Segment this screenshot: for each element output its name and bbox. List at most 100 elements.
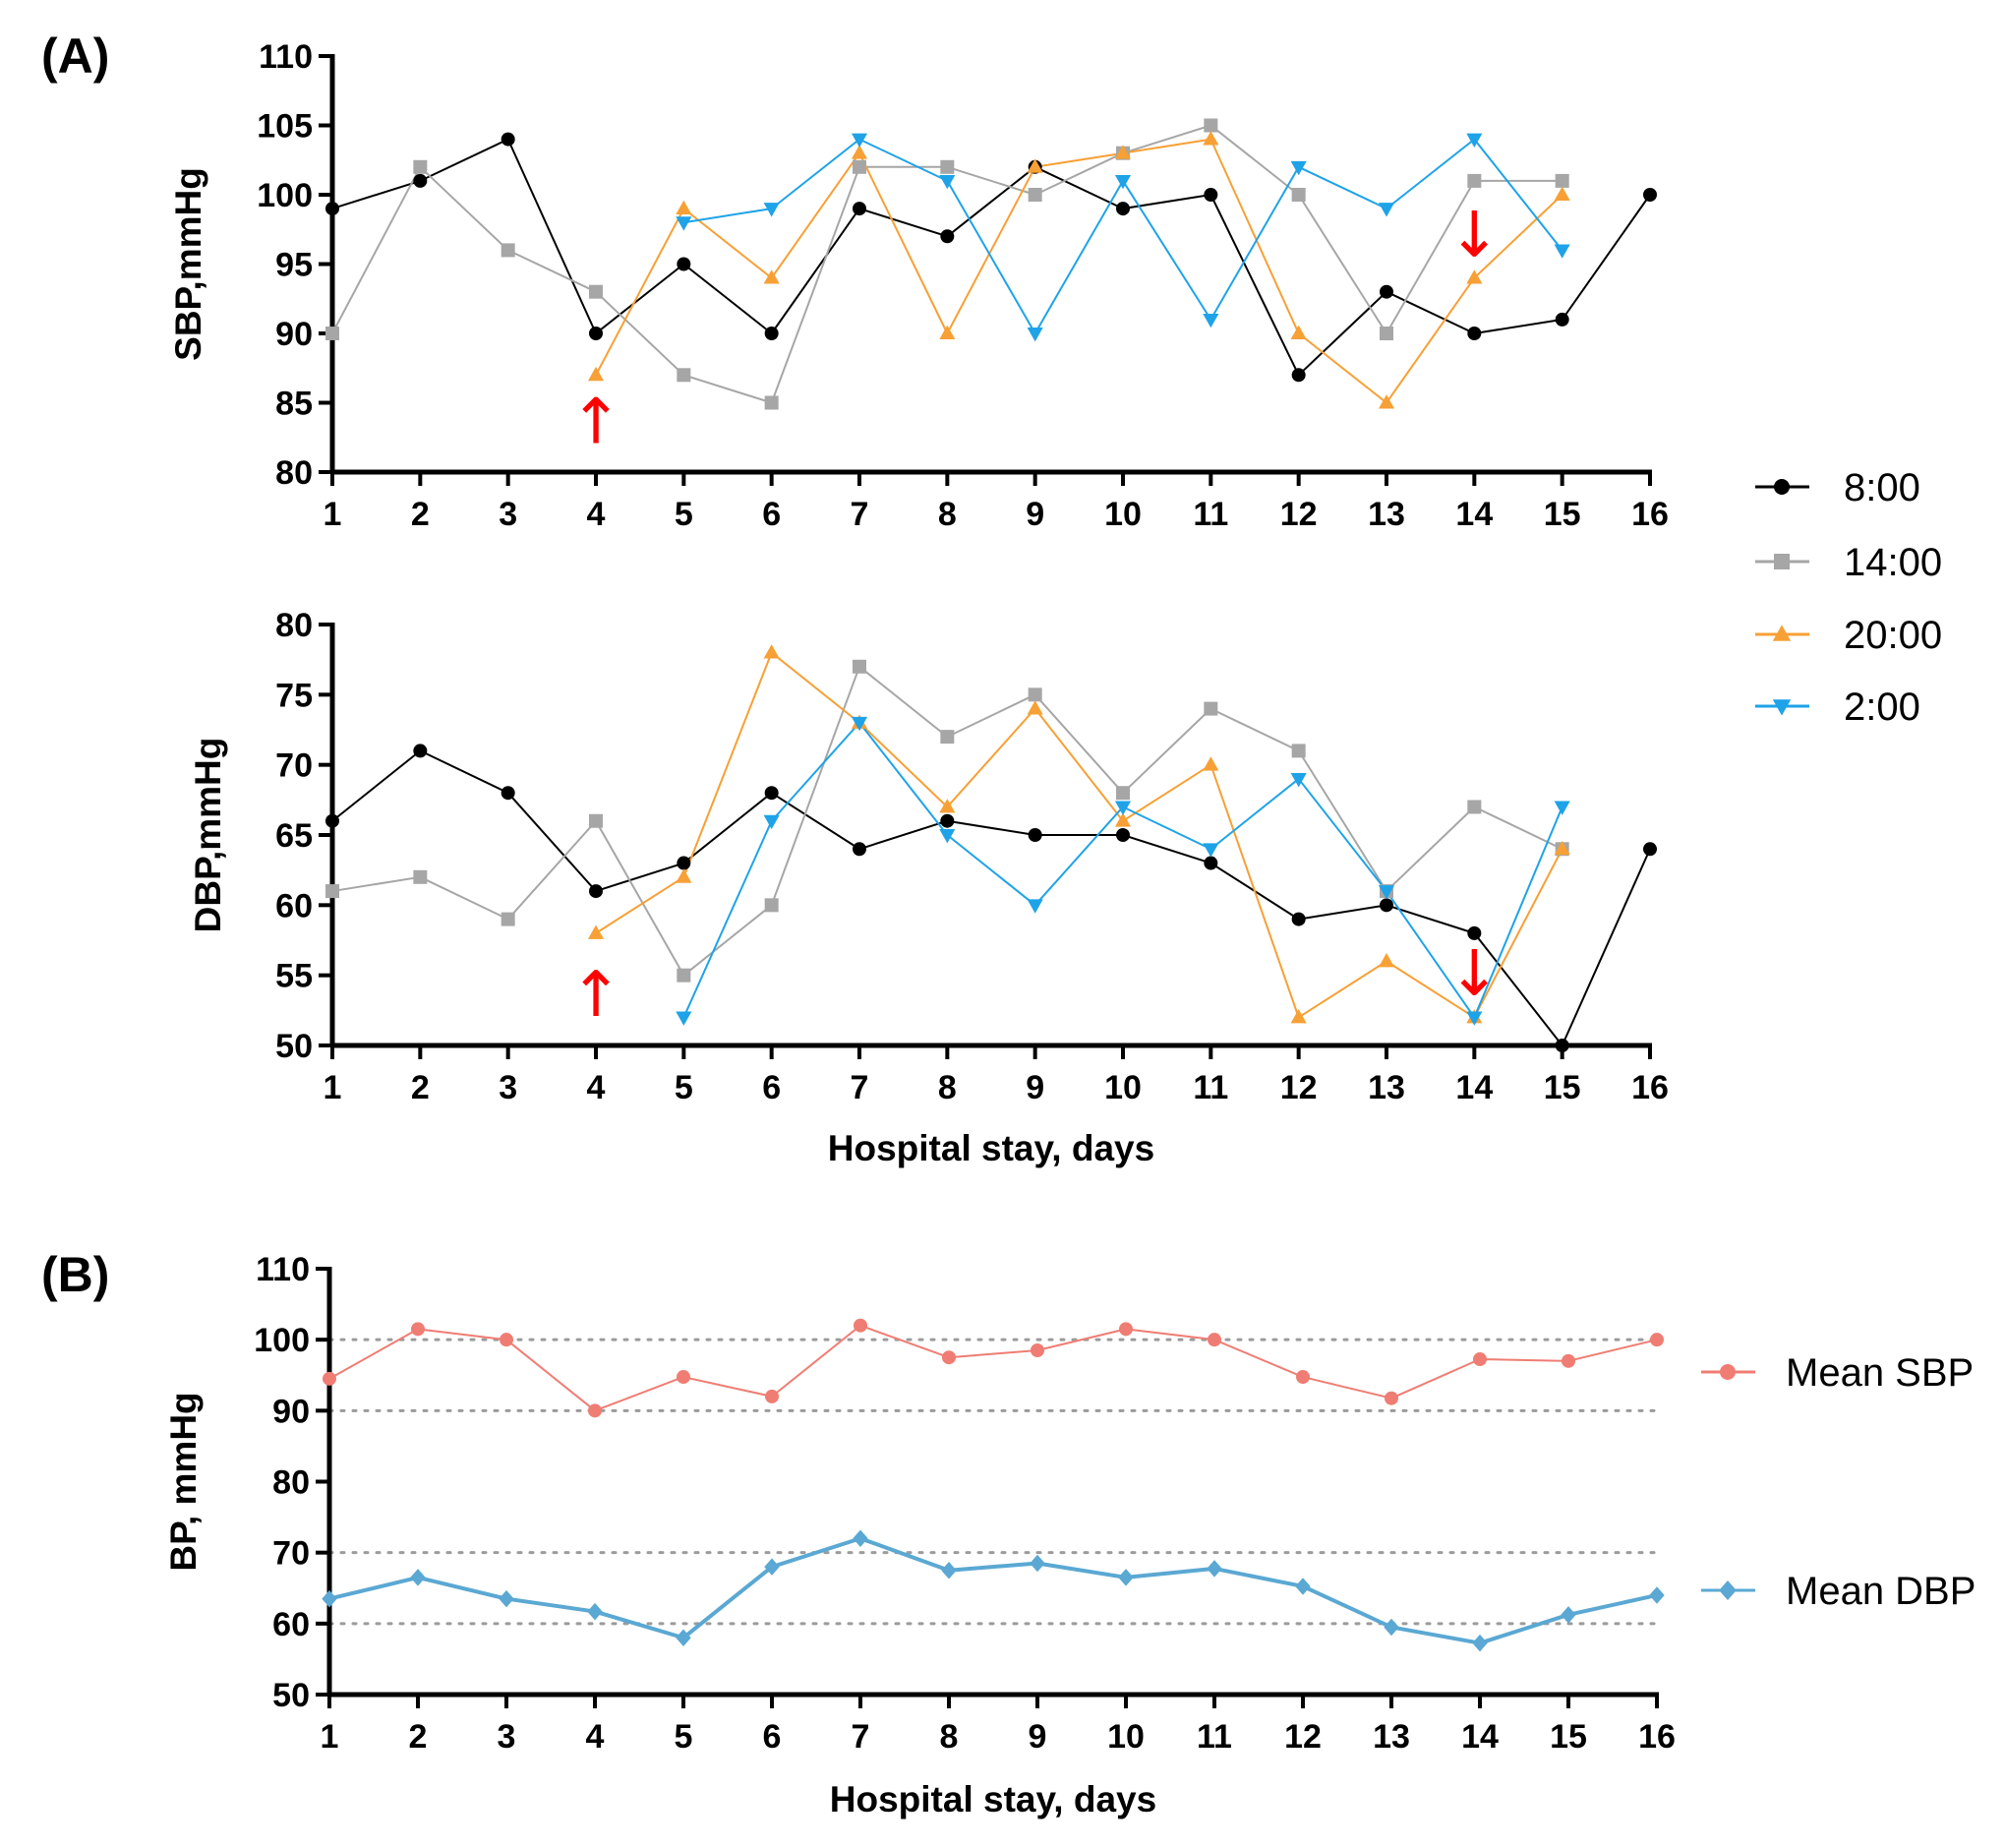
legend-a-label-1: 14:00 — [1844, 541, 1942, 584]
mean-series-0-point-7 — [942, 1350, 956, 1365]
dbp-series-2-point-11 — [1290, 1009, 1307, 1024]
legend-a-item-2: 20:00 — [1755, 614, 1942, 657]
sbp-series-2-point-4 — [676, 200, 692, 215]
legend-a-label-0: 8:00 — [1844, 466, 1920, 509]
dbp-series-3-point-13 — [1466, 1011, 1483, 1026]
legend-a: 8:00 14:00 20:00 2:00 — [1755, 466, 1942, 729]
legend-b-symbol — [1720, 1364, 1736, 1380]
dbp-series-3-point-4 — [676, 1011, 692, 1026]
dbp-series-3-point-12 — [1378, 885, 1395, 900]
sbp-x-tick-label-4: 5 — [675, 496, 693, 533]
dbp-y-tick-label-3: 65 — [275, 817, 313, 855]
mean-series-0-point-10 — [1208, 1333, 1221, 1347]
dbp-x-tick-label-10: 11 — [1193, 1069, 1228, 1106]
sbp-series-0-point-15 — [1643, 188, 1657, 202]
mean-x-tick-label-11: 12 — [1284, 1718, 1322, 1756]
sbp-series-1-point-12 — [1380, 327, 1393, 340]
sbp-y-tick-label-4: 100 — [257, 177, 313, 214]
legend-b-label-1: Mean DBP — [1786, 1570, 1976, 1613]
sbp-series-3-line-0 — [683, 138, 1563, 334]
mean-series-1-point-3 — [587, 1602, 603, 1621]
dbp-series-3-point-8 — [1027, 899, 1043, 914]
legend-a-symbol — [1774, 554, 1790, 569]
sbp-series-3-point-4 — [676, 216, 692, 231]
dbp-series-3-point-9 — [1114, 801, 1132, 815]
sbp-series-0-point-6 — [853, 202, 866, 216]
sbp-series-0-point-3 — [589, 327, 603, 340]
mean-series-0-point-11 — [1296, 1370, 1310, 1385]
sbp-series-2-point-11 — [1290, 325, 1307, 339]
sbp-series-1-point-4 — [677, 368, 691, 383]
sbp-series-1-point-1 — [413, 159, 428, 174]
sbp-series-2-point-7 — [939, 325, 956, 339]
mean-series-1-line-0 — [328, 1536, 1658, 1645]
dbp-x-tick-label-8: 9 — [1026, 1069, 1044, 1106]
mean-series-0-point-15 — [1650, 1333, 1664, 1347]
sbp-series-0-point-13 — [1467, 327, 1482, 340]
legend-b-item-0: Mean SBP — [1701, 1351, 1974, 1395]
sbp-x-tick-label-0: 1 — [324, 496, 342, 533]
sbp-series-3-point-6 — [851, 133, 868, 148]
legend-a-symbol — [1772, 625, 1792, 641]
sbp-series-1-point-3 — [589, 284, 603, 299]
sbp-series-2-line-0 — [595, 138, 1563, 404]
dbp-series-0-point-10 — [1204, 856, 1218, 870]
dbp-x-tick-label-2: 3 — [499, 1069, 517, 1106]
sbp-y-tick-label-0: 80 — [275, 454, 313, 492]
sbp-x-tick-label-5: 6 — [762, 496, 781, 533]
dbp-x-axis-title: Hospital stay, days — [828, 1128, 1154, 1168]
mean-y-tick-label-3: 80 — [272, 1464, 310, 1502]
sbp-series-2-point-8 — [1027, 158, 1043, 173]
sbp-x-tick-label-3: 4 — [587, 496, 606, 533]
mean-series-1-point-1 — [410, 1569, 426, 1586]
dbp-series-1-point-2 — [501, 912, 515, 926]
dbp-series-3-point-11 — [1290, 772, 1307, 788]
sbp-series-2-point-12 — [1378, 394, 1395, 409]
sbp-series-1-point-11 — [1291, 188, 1306, 202]
mean-series-1-point-6 — [853, 1529, 868, 1547]
dbp-series-2-point-4 — [676, 868, 692, 883]
mean-y-tick-label-2: 70 — [272, 1535, 310, 1573]
legend-a-marker-2 — [1772, 625, 1792, 641]
sbp-series-2-point-9 — [1114, 145, 1132, 159]
dbp-series-3-line-0 — [682, 721, 1563, 1019]
dbp-series-3-point-5 — [763, 814, 780, 830]
mean-series-1-point-13 — [1472, 1634, 1488, 1652]
sbp-series-0-point-7 — [940, 229, 955, 244]
dbp-series-1-point-7 — [940, 730, 955, 745]
sbp-series-3-point-14 — [1554, 244, 1570, 259]
sbp-series-3-point-13 — [1466, 133, 1483, 148]
sbp-series-3-point-8 — [1027, 328, 1043, 342]
sbp-series-0-line-0 — [331, 138, 1651, 377]
dbp-series-1-point-9 — [1116, 786, 1130, 801]
sbp-x-tick-label-11: 12 — [1280, 496, 1318, 533]
sbp-y-tick-label-3: 95 — [275, 247, 313, 284]
dbp-series-0-point-8 — [1028, 828, 1042, 842]
mean-y-tick-label-1: 60 — [272, 1606, 310, 1643]
sbp-series-3-point-12 — [1378, 203, 1395, 217]
sbp-y-tick-label-6: 110 — [259, 38, 313, 76]
dbp-x-tick-label-6: 7 — [851, 1069, 869, 1106]
sbp-x-tick-label-2: 3 — [499, 496, 517, 533]
dbp-series-1-point-10 — [1204, 701, 1218, 716]
dbp-series-0-point-2 — [501, 786, 515, 801]
mean-series-1-point-11 — [1295, 1578, 1311, 1595]
mean-series-1-point-5 — [764, 1558, 780, 1576]
mean-series-0-point-12 — [1385, 1391, 1398, 1405]
dbp-series-2-point-12 — [1378, 953, 1395, 968]
sbp-series-1-point-6 — [853, 159, 866, 174]
sbp-series-0-point-2 — [501, 132, 515, 147]
sbp-y-tick-label-5: 105 — [257, 108, 313, 146]
mean-series-1-point-14 — [1561, 1606, 1576, 1624]
dbp-series-0-point-4 — [677, 856, 691, 870]
sbp-arrow-annotation-0: ↑ — [569, 387, 622, 459]
dbp-series-3-point-14 — [1554, 801, 1570, 815]
sbp-series-0-point-12 — [1380, 284, 1393, 299]
dbp-series-1-point-3 — [589, 813, 603, 828]
dbp-series-2-point-3 — [587, 924, 605, 939]
mean-y-tick-label-5: 100 — [254, 1322, 310, 1359]
dbp-x-tick-label-1: 2 — [411, 1069, 430, 1106]
sbp-x-tick-label-6: 7 — [851, 496, 869, 533]
sbp-y-axis-title: SBP,mmHg — [168, 167, 208, 361]
